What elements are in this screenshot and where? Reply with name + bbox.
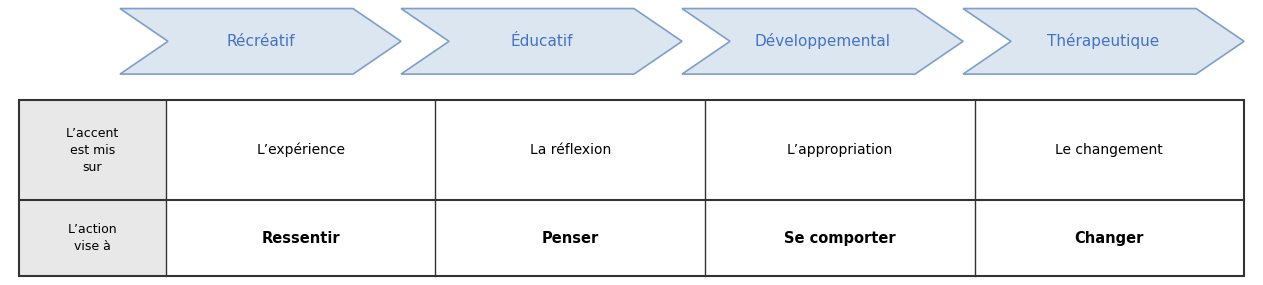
Text: La réflexion: La réflexion (529, 143, 611, 157)
Bar (19, 200, 165, 276)
Text: Se comporter: Se comporter (784, 231, 895, 246)
Text: Éducatif: Éducatif (510, 34, 572, 49)
Polygon shape (962, 9, 1244, 74)
Text: Récréatif: Récréatif (226, 34, 294, 49)
Text: L’appropriation: L’appropriation (787, 143, 893, 157)
Text: Le changement: Le changement (1056, 143, 1163, 157)
Polygon shape (120, 9, 402, 74)
Text: L’accent
est mis
sur: L’accent est mis sur (66, 127, 119, 174)
Text: L’action
vise à: L’action vise à (68, 223, 117, 253)
Polygon shape (402, 9, 682, 74)
Text: Changer: Changer (1075, 231, 1144, 246)
Polygon shape (682, 9, 964, 74)
Text: Ressentir: Ressentir (261, 231, 340, 246)
Text: Penser: Penser (542, 231, 599, 246)
Bar (19, 100, 165, 200)
Text: L’expérience: L’expérience (256, 143, 345, 157)
Bar (19, 100, 1244, 276)
Text: Développemental: Développemental (754, 33, 890, 49)
Text: Thérapeutique: Thérapeutique (1047, 33, 1159, 49)
